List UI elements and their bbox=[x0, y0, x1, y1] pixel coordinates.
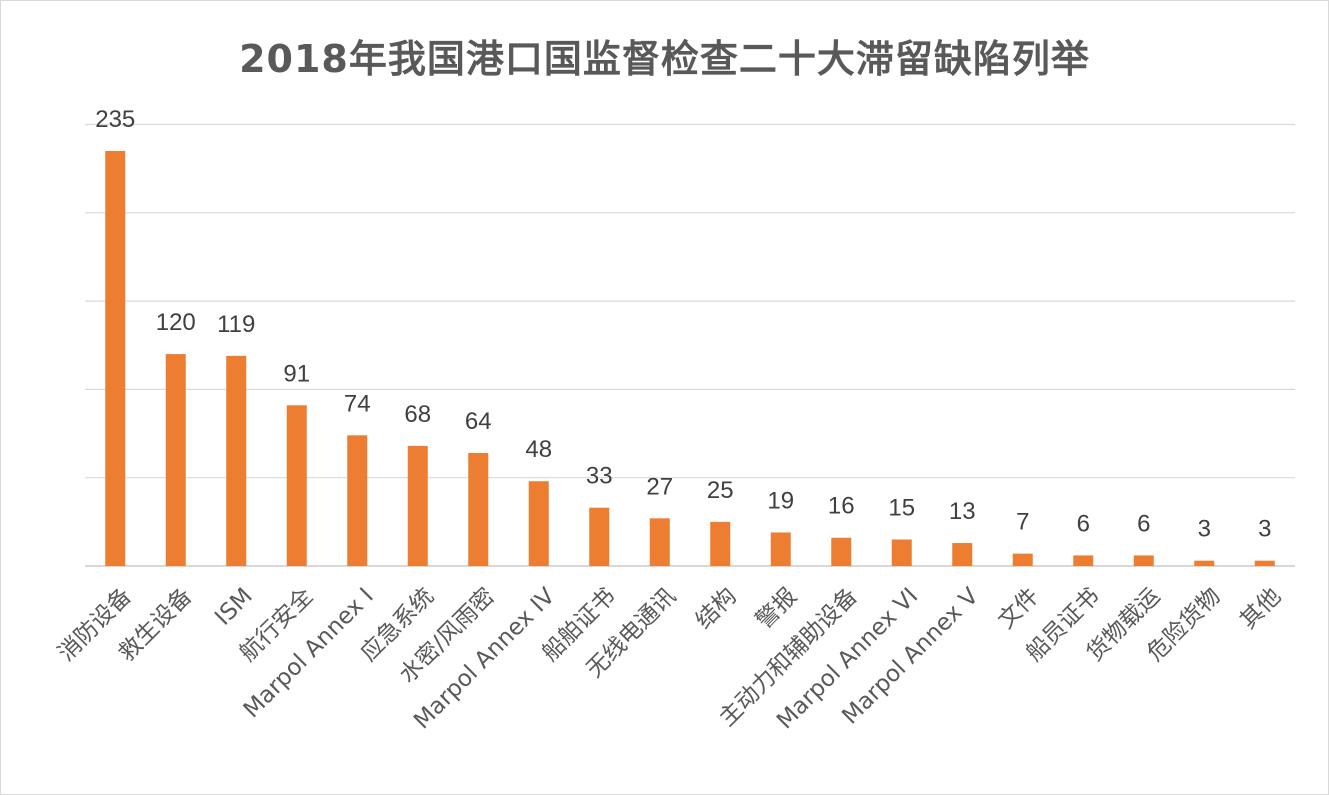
category-label: 其他 bbox=[1235, 583, 1286, 634]
data-label: 74 bbox=[344, 390, 371, 417]
data-label: 64 bbox=[465, 408, 492, 435]
data-label: 68 bbox=[404, 401, 431, 428]
data-label: 120 bbox=[156, 309, 196, 336]
bar bbox=[226, 355, 247, 566]
data-label: 16 bbox=[828, 493, 855, 520]
gridlines bbox=[85, 123, 1295, 567]
data-label: 91 bbox=[283, 360, 310, 387]
bar bbox=[1194, 560, 1215, 566]
bar bbox=[286, 405, 307, 566]
data-label: 119 bbox=[217, 311, 255, 338]
data-label: 33 bbox=[586, 463, 613, 490]
bar bbox=[105, 150, 126, 567]
category-label: 警报 bbox=[751, 583, 802, 634]
bar bbox=[528, 481, 549, 566]
data-label: 25 bbox=[707, 477, 734, 504]
data-label: 3 bbox=[1258, 516, 1271, 543]
category-label: ISM bbox=[210, 583, 258, 631]
bar bbox=[770, 532, 791, 566]
bar bbox=[710, 521, 731, 566]
bar bbox=[589, 507, 610, 566]
bar bbox=[831, 537, 852, 566]
bar bbox=[1073, 555, 1094, 566]
bars bbox=[105, 150, 1275, 567]
category-label: 结构 bbox=[691, 583, 742, 634]
bar bbox=[1254, 560, 1275, 566]
bar bbox=[891, 539, 912, 566]
bar bbox=[347, 435, 368, 566]
data-label: 15 bbox=[888, 495, 915, 522]
data-label: 27 bbox=[646, 473, 673, 500]
category-label: 文件 bbox=[993, 583, 1044, 634]
bar bbox=[407, 445, 428, 566]
data-label: 235 bbox=[95, 106, 135, 133]
data-label: 3 bbox=[1198, 516, 1211, 543]
bar bbox=[468, 452, 489, 566]
data-label: 6 bbox=[1137, 510, 1150, 537]
data-label: 48 bbox=[525, 436, 552, 463]
bar bbox=[952, 543, 973, 566]
bar bbox=[1012, 553, 1033, 566]
bar bbox=[1133, 555, 1154, 566]
data-label: 6 bbox=[1077, 510, 1090, 537]
data-label: 7 bbox=[1016, 509, 1029, 536]
data-label: 13 bbox=[949, 498, 976, 525]
data-label: 19 bbox=[767, 487, 794, 514]
chart-title: 2018年我国港口国监督检查二十大滞留缺陷列举 bbox=[239, 37, 1090, 81]
bar bbox=[165, 354, 186, 566]
bar bbox=[649, 518, 670, 566]
